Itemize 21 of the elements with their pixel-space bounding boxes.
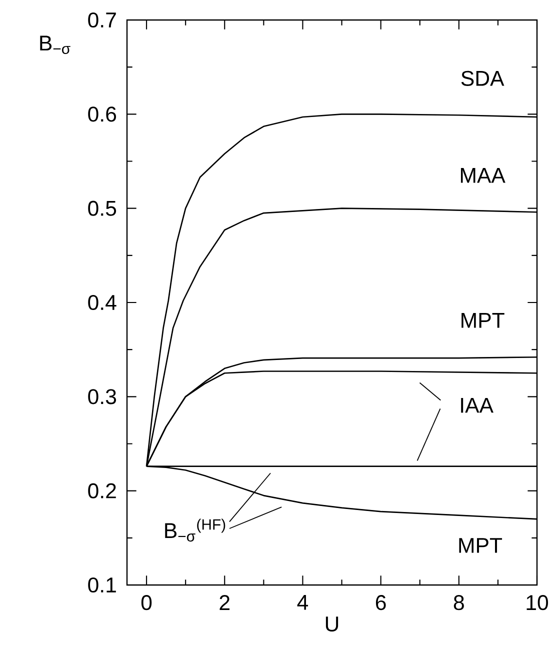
y-tick-label: 0.7 bbox=[88, 12, 116, 28]
y-tick-label: 0.6 bbox=[88, 106, 116, 122]
legend-label: SDA bbox=[461, 70, 504, 86]
x-tick-label: 2 bbox=[220, 595, 230, 610]
x-tick-label: 6 bbox=[376, 595, 386, 610]
annotation: IAA bbox=[461, 398, 494, 413]
legend-label: MPT bbox=[459, 538, 502, 553]
x-tick-label: 0 bbox=[141, 595, 152, 610]
y-tick-label: 0.2 bbox=[88, 483, 116, 498]
series-label: MPT bbox=[462, 313, 504, 328]
x-tick-label: 4 bbox=[297, 595, 308, 610]
y-tick-label: 0.1 bbox=[88, 577, 116, 593]
y-tick-label: 0.3 bbox=[88, 389, 116, 404]
annotation: B$_{−σ}$(HF) bbox=[165, 518, 226, 542]
y-axis-title: B$_{−σ}$ bbox=[40, 36, 70, 54]
x-tick-label: 10 bbox=[526, 595, 548, 610]
y-tick-label: 0.4 bbox=[88, 294, 116, 310]
x-axis-title: U bbox=[326, 616, 338, 632]
legend-label: MAA bbox=[460, 168, 506, 183]
y-tick-label: 0.5 bbox=[88, 200, 116, 216]
x-tick-label: 8 bbox=[454, 595, 464, 610]
